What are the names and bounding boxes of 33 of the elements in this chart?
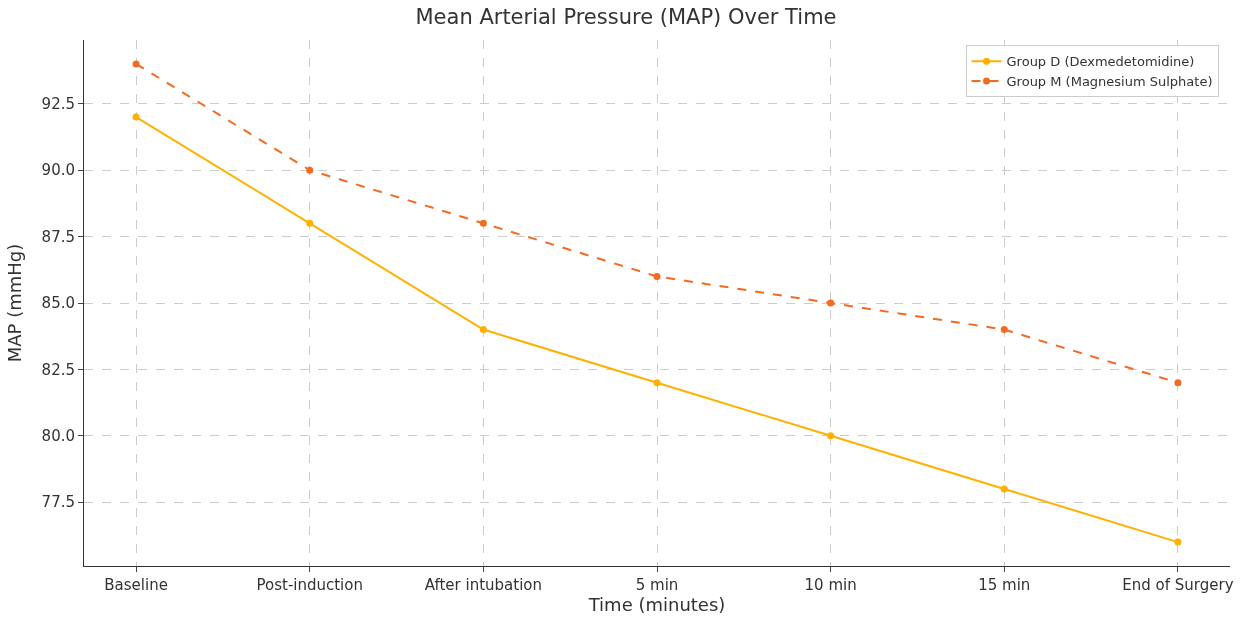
x-tick-label: Post-induction <box>256 576 363 594</box>
y-tick-label: 90.0 <box>41 161 75 180</box>
x-tick-label: End of Surgery <box>1122 576 1234 594</box>
point <box>1174 379 1182 387</box>
legend-label: Group M (Magnesium Sulphate) <box>1006 74 1213 90</box>
x-tick-label: 5 min <box>635 576 679 594</box>
x-tick-label: After intubation <box>424 576 543 594</box>
point <box>653 379 661 387</box>
point <box>1174 538 1182 546</box>
x-tick-label: 10 min <box>804 576 857 594</box>
point <box>1000 485 1008 493</box>
point <box>479 219 487 227</box>
point <box>132 113 140 121</box>
y-tick-label: 87.5 <box>41 227 75 246</box>
point <box>306 166 314 174</box>
y-tick-label: 82.5 <box>41 360 75 379</box>
point <box>306 219 314 227</box>
y-tick-label: 92.5 <box>41 95 75 114</box>
point <box>653 272 661 280</box>
y-tick-label: 80.0 <box>41 427 75 446</box>
legend-label: Group D (Dexmedetomidine) <box>1006 54 1195 70</box>
point <box>1000 326 1008 334</box>
point <box>827 299 835 307</box>
y-tick-label: 85.0 <box>41 294 75 313</box>
chart-title: Mean Arterial Pressure (MAP) Over Time <box>415 5 837 30</box>
point <box>479 326 487 334</box>
y-axis-title: MAP (mmHg) <box>3 243 25 363</box>
x-tick-label: Baseline <box>104 576 168 594</box>
y-tick-label: 77.5 <box>41 493 75 512</box>
point <box>827 432 835 440</box>
x-axis-title: Time (minutes) <box>587 594 726 615</box>
x-tick-label: 15 min <box>978 576 1031 594</box>
point <box>132 60 140 68</box>
